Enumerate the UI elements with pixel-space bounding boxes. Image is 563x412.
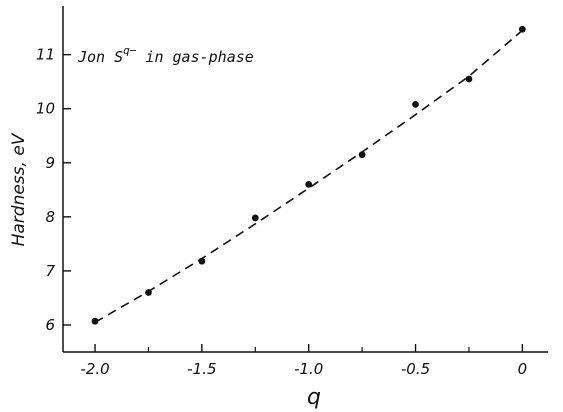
annotation-text-after: in gas-phase — [136, 48, 253, 66]
data-point — [412, 100, 419, 108]
y-axis-label: Hardness, eV — [9, 132, 29, 246]
annotation-text-before: Jon S — [77, 48, 123, 66]
y-tick-label: 6 — [45, 316, 55, 334]
x-tick-label: 0 — [518, 360, 528, 378]
plot-frame — [62, 6, 548, 353]
data-point — [198, 257, 206, 265]
data-point — [251, 214, 259, 222]
data-points-layer — [91, 25, 526, 325]
x-tick-label: -0.5 — [401, 360, 430, 378]
fit-curve-layer — [94, 29, 523, 323]
data-point — [145, 289, 152, 296]
y-tick-label: 8 — [45, 208, 55, 226]
data-point — [518, 25, 526, 33]
y-tick-label: 11 — [36, 46, 55, 64]
x-tick-label: -1.5 — [187, 360, 216, 378]
ticks-layer: -2.0 -1.5 -1.0 -0.5 0 6 7 8 9 10 11 — [36, 46, 527, 378]
x-tick-label: -1.0 — [294, 360, 323, 378]
data-point — [358, 151, 366, 159]
chart-annotation: Jon Sq− in gas-phase — [77, 44, 254, 66]
x-tick-label: -2.0 — [80, 360, 109, 378]
data-point — [465, 75, 473, 83]
annotation-superscript: q− — [123, 44, 137, 57]
y-tick-label: 7 — [45, 262, 55, 280]
data-point — [305, 181, 313, 188]
y-tick-label: 10 — [36, 100, 55, 118]
y-tick-label: 9 — [45, 154, 55, 172]
data-point — [91, 317, 99, 325]
x-axis-label: q — [307, 385, 321, 410]
fit-curve — [94, 29, 523, 323]
